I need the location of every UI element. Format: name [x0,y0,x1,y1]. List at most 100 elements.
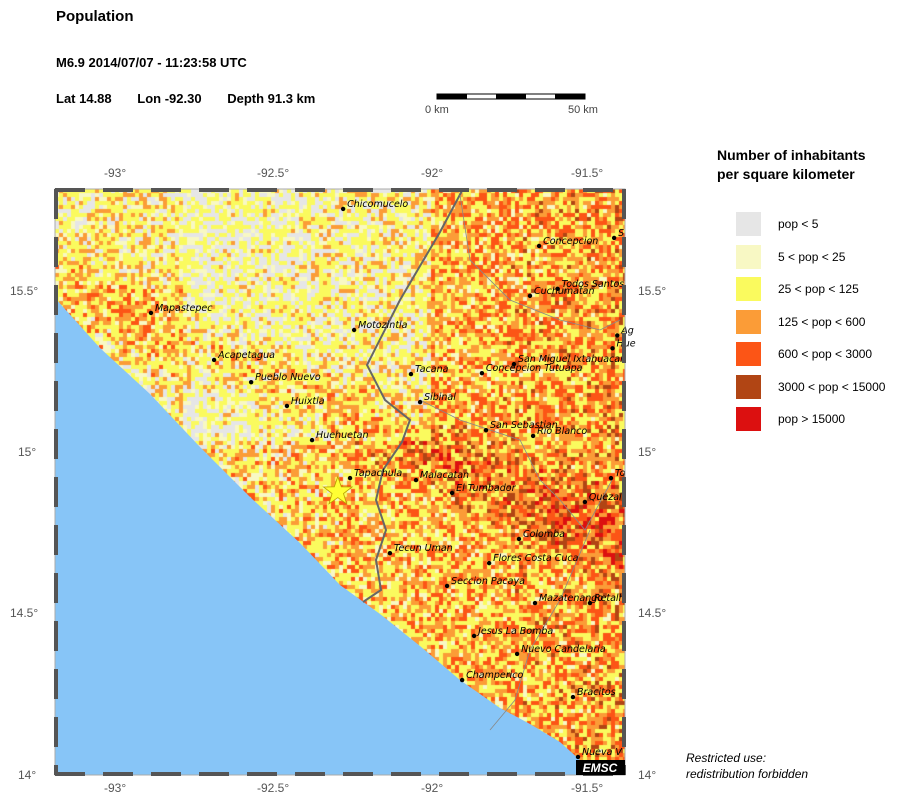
city-dot-icon [417,399,423,405]
city-label: Tacana [415,364,449,375]
city-label: Bracitos [577,687,616,698]
city-marker: Tapachula [347,468,402,481]
city-marker: Concepcion Tutuapa [479,363,583,376]
city-label: Pueblo Nuevo [255,372,321,383]
lon-tick-bottom: -91.5° [571,781,604,795]
epicenter-star-icon[interactable] [322,475,354,505]
legend-item: 3000 < pop < 15000 [736,374,885,399]
city-marker: Jesus La Bomba [471,626,553,639]
city-dot-icon [387,550,393,556]
usage-notice: Restricted use: redistribution forbidden [686,750,808,782]
lat-tick-right: 14° [638,768,657,782]
legend-swatch [736,212,761,236]
city-label: Tapachula [354,468,402,479]
legend-label: 5 < pop < 25 [778,249,846,264]
scale-bar [436,93,586,100]
legend-swatch [736,342,761,366]
city-dot-icon [608,475,614,481]
frame-ticks [54,188,626,776]
city-dot-icon [615,333,620,338]
lon-tick-top: -92° [421,166,444,180]
legend-title: Number of inhabitants per square kilomet… [717,146,866,184]
lon-tick-bottom: -92.5° [257,781,290,795]
city-dot-icon [444,583,450,589]
latitude: Lat 14.88 [56,91,112,106]
city-dot-icon [479,370,485,376]
city-label: Concepcion [543,236,598,247]
lon-tick-top: -91.5° [571,166,604,180]
city-marker: Quezal [582,492,622,505]
city-marker: Acapetagua [211,350,275,363]
city-label: Concepcion Tutuapa [486,363,583,374]
city-marker: Retalh [587,593,625,606]
legend-swatch [736,407,761,431]
city-label: Huixtla [291,396,325,407]
city-dot-icon [514,651,520,657]
legend-title-line: per square kilometer [717,166,855,182]
city-label: Acapetagua [217,350,275,361]
city-label: Flores Costa Cuca [493,553,578,564]
city-marker: Colomba [516,529,565,542]
city-dot-icon [309,437,315,443]
city-label: Colomba [523,529,565,540]
legend-item: 125 < pop < 600 [736,309,866,334]
city-marker: Ag [615,325,634,338]
legend-label: 125 < pop < 600 [778,314,866,329]
legend-item: pop < 5 [736,212,818,236]
legend-item: pop > 15000 [736,407,845,431]
city-dot-icon [413,477,419,483]
longitude: Lon -92.30 [137,91,202,106]
city-dot-icon [459,677,465,683]
city-dot-icon [582,499,588,505]
city-label: To [615,468,626,479]
lon-tick-bottom: -92° [421,781,444,795]
scale-end-label: 50 km [568,104,598,116]
lat-tick-right: 15.5° [638,284,667,298]
city-label: Mazatenango [539,593,603,604]
event-location: Lat 14.88 Lon -92.30 Depth 91.3 km [56,91,337,106]
legend-item: 600 < pop < 3000 [736,342,872,366]
city-label: Tecun Uman [394,543,453,554]
city-marker: Todos Santos [555,279,624,291]
legend-title-line: Number of inhabitants [717,147,866,163]
city-dot-icon [449,490,455,496]
admin-boundary [489,529,591,731]
city-dot-icon [575,754,581,760]
city-label: San Miguel Ixtahuacan [518,354,626,365]
legend-swatch [736,374,761,399]
city-label: Nuevo Candelaria [521,644,606,655]
city-marker: Champerico [459,670,524,683]
city-label: Jesus La Bomba [476,626,553,637]
lat-tick-left: 14° [18,768,37,782]
city-label: Chicomucelo [347,199,408,210]
emsc-logo [576,760,625,775]
city-label: S [618,228,624,239]
city-label: Sibinal [424,392,456,403]
city-dot-icon [610,346,615,351]
city-marker: Seccion Pacaya [444,576,525,589]
city-marker: S [611,228,624,241]
city-dot-icon [527,293,533,299]
city-marker: Tecun Uman [387,543,453,556]
scale-start-label: 0 km [425,104,449,116]
city-marker: Huixtla [284,396,325,409]
city-dot-icon [408,371,414,377]
city-label: Retalh [594,593,625,604]
lat-tick-left: 15.5° [10,284,39,298]
city-layer: Chicomucelo Mapastepec Motozintla Acapetagu… [148,199,636,760]
ocean [55,298,600,775]
city-label: Todos Santos [562,279,625,290]
city-dot-icon [511,361,517,367]
legend-item: 5 < pop < 25 [736,244,846,269]
city-label: Quezal [589,492,622,503]
notice-line: Restricted use: [686,751,767,765]
city-dot-icon [532,600,538,606]
legend-swatch [736,309,761,334]
city-dot-icon [486,560,492,566]
city-marker: San Miguel Ixtahuacan [511,354,626,367]
city-label: Mapastepec [155,303,213,314]
notice-line: redistribution forbidden [686,767,809,781]
city-label: Rio Blanco [537,426,587,437]
city-marker: Malacatan [413,470,469,483]
legend-label: pop < 5 [778,217,819,231]
